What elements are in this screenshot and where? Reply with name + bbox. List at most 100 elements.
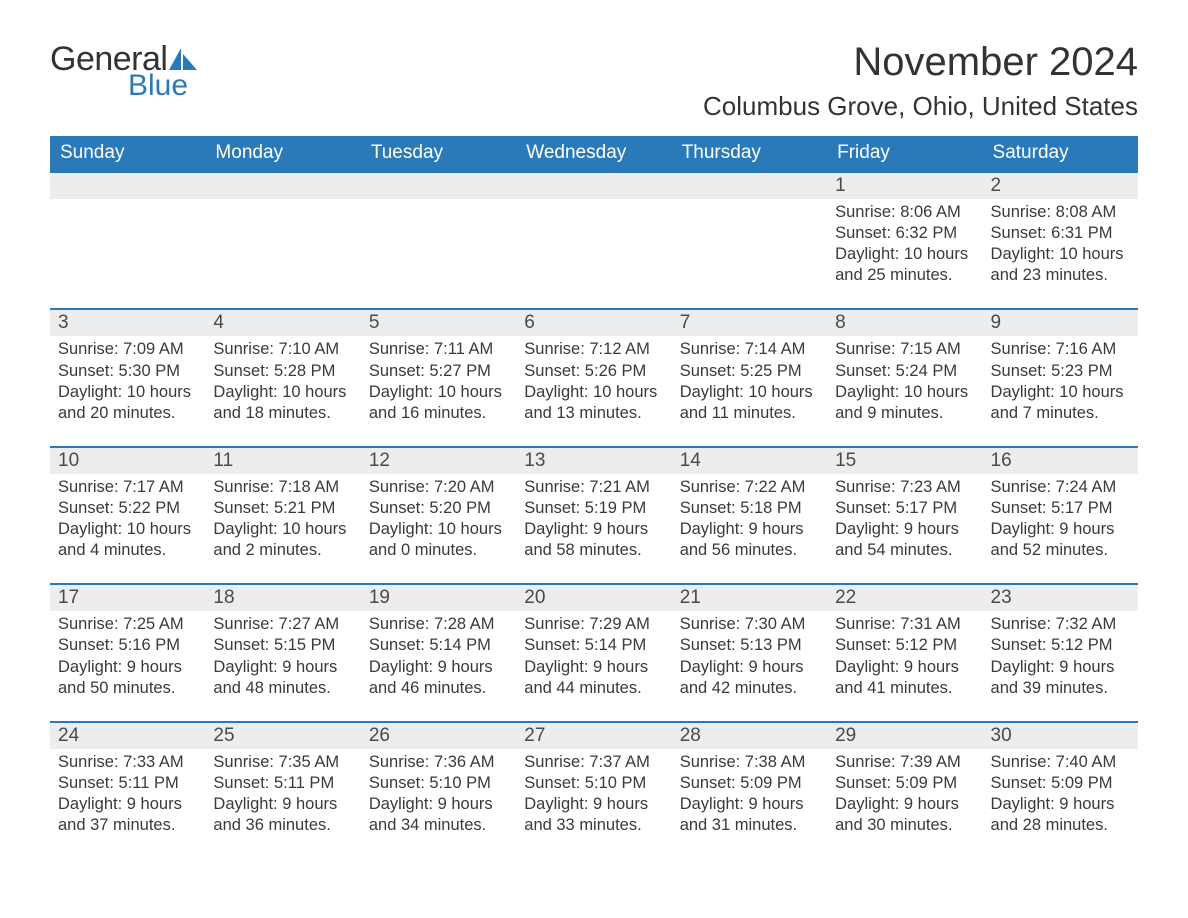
daylight-line: Daylight: 9 hours and 48 minutes. xyxy=(213,657,352,699)
daylight-line: Daylight: 10 hours and 4 minutes. xyxy=(58,519,197,561)
sunrise-line: Sunrise: 7:38 AM xyxy=(680,752,819,773)
daylight-line: Daylight: 9 hours and 36 minutes. xyxy=(213,794,352,836)
day-cell: 30Sunrise: 7:40 AMSunset: 5:09 PMDayligh… xyxy=(983,723,1138,840)
daylight-line: Daylight: 9 hours and 44 minutes. xyxy=(524,657,663,699)
day-body: Sunrise: 7:10 AMSunset: 5:28 PMDaylight:… xyxy=(205,336,360,427)
day-body: Sunrise: 7:16 AMSunset: 5:23 PMDaylight:… xyxy=(983,336,1138,427)
day-cell: 24Sunrise: 7:33 AMSunset: 5:11 PMDayligh… xyxy=(50,723,205,840)
sunset-line: Sunset: 5:09 PM xyxy=(991,773,1130,794)
day-number: 1 xyxy=(827,173,982,199)
day-number: 23 xyxy=(983,585,1138,611)
sunset-line: Sunset: 5:11 PM xyxy=(58,773,197,794)
sunset-line: Sunset: 5:09 PM xyxy=(835,773,974,794)
daylight-line: Daylight: 9 hours and 39 minutes. xyxy=(991,657,1130,699)
day-number: 17 xyxy=(50,585,205,611)
day-cell: 28Sunrise: 7:38 AMSunset: 5:09 PMDayligh… xyxy=(672,723,827,840)
day-cell: 5Sunrise: 7:11 AMSunset: 5:27 PMDaylight… xyxy=(361,310,516,427)
week-row: 17Sunrise: 7:25 AMSunset: 5:16 PMDayligh… xyxy=(50,583,1138,702)
sunset-line: Sunset: 5:25 PM xyxy=(680,361,819,382)
sunset-line: Sunset: 5:22 PM xyxy=(58,498,197,519)
day-body: Sunrise: 7:22 AMSunset: 5:18 PMDaylight:… xyxy=(672,474,827,565)
day-body: Sunrise: 8:06 AMSunset: 6:32 PMDaylight:… xyxy=(827,199,982,290)
sunset-line: Sunset: 5:20 PM xyxy=(369,498,508,519)
day-number: 11 xyxy=(205,448,360,474)
sunrise-line: Sunrise: 7:36 AM xyxy=(369,752,508,773)
sunrise-line: Sunrise: 7:28 AM xyxy=(369,614,508,635)
day-body: Sunrise: 7:09 AMSunset: 5:30 PMDaylight:… xyxy=(50,336,205,427)
sunrise-line: Sunrise: 7:15 AM xyxy=(835,339,974,360)
day-number: 20 xyxy=(516,585,671,611)
day-number: 19 xyxy=(361,585,516,611)
sunset-line: Sunset: 5:12 PM xyxy=(835,635,974,656)
day-number: 30 xyxy=(983,723,1138,749)
day-cell: 20 Sunrise: 7:29 AMSunset: 5:14 PMDayligh… xyxy=(516,585,671,702)
day-cell: 4Sunrise: 7:10 AMSunset: 5:28 PMDaylight… xyxy=(205,310,360,427)
daylight-line: Daylight: 9 hours and 28 minutes. xyxy=(991,794,1130,836)
sunset-line: Sunset: 5:23 PM xyxy=(991,361,1130,382)
day-body: Sunrise: 7:15 AMSunset: 5:24 PMDaylight:… xyxy=(827,336,982,427)
weekday-header: Saturday xyxy=(983,136,1138,171)
day-body: Sunrise: 7:40 AMSunset: 5:09 PMDaylight:… xyxy=(983,749,1138,840)
day-number: 13 xyxy=(516,448,671,474)
day-cell: 15Sunrise: 7:23 AMSunset: 5:17 PMDayligh… xyxy=(827,448,982,565)
day-body: Sunrise: 7:23 AMSunset: 5:17 PMDaylight:… xyxy=(827,474,982,565)
day-body: Sunrise: 7:20 AMSunset: 5:20 PMDaylight:… xyxy=(361,474,516,565)
calendar: SundayMondayTuesdayWednesdayThursdayFrid… xyxy=(50,136,1138,840)
sunrise-line: Sunrise: 7:09 AM xyxy=(58,339,197,360)
sunrise-line: Sunrise: 7:33 AM xyxy=(58,752,197,773)
sunrise-line: Sunrise: 7:40 AM xyxy=(991,752,1130,773)
day-cell: 19Sunrise: 7:28 AMSunset: 5:14 PMDayligh… xyxy=(361,585,516,702)
daylight-line: Daylight: 9 hours and 50 minutes. xyxy=(58,657,197,699)
header: General Blue November 2024 Columbus Grov… xyxy=(50,40,1138,122)
day-body: Sunrise: 7:37 AMSunset: 5:10 PMDaylight:… xyxy=(516,749,671,840)
daylight-line: Daylight: 9 hours and 52 minutes. xyxy=(991,519,1130,561)
sunset-line: Sunset: 6:32 PM xyxy=(835,223,974,244)
daylight-line: Daylight: 10 hours and 16 minutes. xyxy=(369,382,508,424)
sunrise-line: Sunrise: 7:27 AM xyxy=(213,614,352,635)
day-number: 10 xyxy=(50,448,205,474)
sunrise-line: Sunrise: 7:29 AM xyxy=(524,614,663,635)
day-number: 8 xyxy=(827,310,982,336)
week-row: 3Sunrise: 7:09 AMSunset: 5:30 PMDaylight… xyxy=(50,308,1138,427)
daylight-line: Daylight: 9 hours and 34 minutes. xyxy=(369,794,508,836)
sunset-line: Sunset: 5:13 PM xyxy=(680,635,819,656)
day-number: 9 xyxy=(983,310,1138,336)
logo: General Blue xyxy=(50,40,199,103)
sunrise-line: Sunrise: 7:17 AM xyxy=(58,477,197,498)
day-cell: 1Sunrise: 8:06 AMSunset: 6:32 PMDaylight… xyxy=(827,173,982,290)
sunset-line: Sunset: 5:10 PM xyxy=(369,773,508,794)
day-number: 15 xyxy=(827,448,982,474)
day-cell xyxy=(361,173,516,290)
sunrise-line: Sunrise: 7:24 AM xyxy=(991,477,1130,498)
day-cell: 8Sunrise: 7:15 AMSunset: 5:24 PMDaylight… xyxy=(827,310,982,427)
day-cell xyxy=(205,173,360,290)
daylight-line: Daylight: 9 hours and 33 minutes. xyxy=(524,794,663,836)
day-cell: 9Sunrise: 7:16 AMSunset: 5:23 PMDaylight… xyxy=(983,310,1138,427)
daylight-line: Daylight: 9 hours and 54 minutes. xyxy=(835,519,974,561)
daylight-line: Daylight: 9 hours and 58 minutes. xyxy=(524,519,663,561)
sunset-line: Sunset: 5:14 PM xyxy=(524,635,663,656)
sunset-line: Sunset: 5:18 PM xyxy=(680,498,819,519)
sunrise-line: Sunrise: 7:35 AM xyxy=(213,752,352,773)
sunrise-line: Sunrise: 7:12 AM xyxy=(524,339,663,360)
day-cell: 26Sunrise: 7:36 AMSunset: 5:10 PMDayligh… xyxy=(361,723,516,840)
weekday-header: Monday xyxy=(205,136,360,171)
week-row: 24Sunrise: 7:33 AMSunset: 5:11 PMDayligh… xyxy=(50,721,1138,840)
daylight-line: Daylight: 9 hours and 31 minutes. xyxy=(680,794,819,836)
sunset-line: Sunset: 5:17 PM xyxy=(835,498,974,519)
sunrise-line: Sunrise: 7:23 AM xyxy=(835,477,974,498)
day-number: 22 xyxy=(827,585,982,611)
sunset-line: Sunset: 5:14 PM xyxy=(369,635,508,656)
day-body: Sunrise: 7:32 AMSunset: 5:12 PMDaylight:… xyxy=(983,611,1138,702)
day-body: Sunrise: 7:36 AMSunset: 5:10 PMDaylight:… xyxy=(361,749,516,840)
week-row: 1Sunrise: 8:06 AMSunset: 6:32 PMDaylight… xyxy=(50,171,1138,290)
daylight-line: Daylight: 10 hours and 20 minutes. xyxy=(58,382,197,424)
weekday-header: Thursday xyxy=(672,136,827,171)
sunrise-line: Sunrise: 7:16 AM xyxy=(991,339,1130,360)
daylight-line: Daylight: 10 hours and 13 minutes. xyxy=(524,382,663,424)
sunset-line: Sunset: 5:27 PM xyxy=(369,361,508,382)
day-cell: 16Sunrise: 7:24 AMSunset: 5:17 PMDayligh… xyxy=(983,448,1138,565)
day-cell: 13Sunrise: 7:21 AMSunset: 5:19 PMDayligh… xyxy=(516,448,671,565)
daylight-line: Daylight: 9 hours and 37 minutes. xyxy=(58,794,197,836)
day-number xyxy=(50,173,205,199)
